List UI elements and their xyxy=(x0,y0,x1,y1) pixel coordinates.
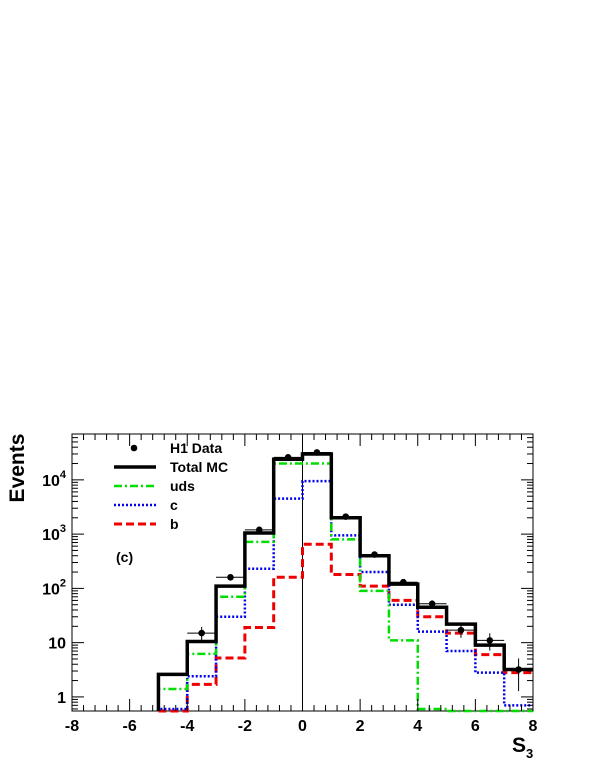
legend-label: Total MC xyxy=(170,459,228,475)
data-point xyxy=(273,454,303,461)
legend-entry: H1 Data xyxy=(130,440,222,456)
data-point-marker xyxy=(371,551,378,558)
x-tick-label: -4 xyxy=(180,718,194,735)
x-axis-label-main: S xyxy=(512,734,526,757)
x-tick-label: 0 xyxy=(298,718,307,735)
y-tick-base: 10 xyxy=(48,636,66,653)
data-point xyxy=(388,578,418,586)
panel-label: (c) xyxy=(116,549,133,565)
y-tick-label: 103 xyxy=(42,523,66,544)
y-tick-exponent: 4 xyxy=(60,469,67,481)
data-point xyxy=(216,574,245,581)
data-point xyxy=(417,600,447,608)
x-tick-label: 4 xyxy=(413,718,422,735)
y-tick-label: 1 xyxy=(57,690,66,707)
y-tick-label: 104 xyxy=(42,469,67,490)
series-line-total-mc xyxy=(156,452,533,711)
legend-label: uds xyxy=(170,478,195,494)
legend-entry: b xyxy=(114,516,179,532)
data-point-marker xyxy=(428,600,436,608)
y-tick-exponent: 2 xyxy=(60,577,66,589)
legend-entry: Total MC xyxy=(114,459,228,475)
x-tick-label: -8 xyxy=(65,718,79,735)
y-tick-base: 1 xyxy=(57,690,66,707)
y-tick-base: 10 xyxy=(42,473,60,490)
data-points-layer xyxy=(187,449,533,692)
x-tick-label: 2 xyxy=(356,718,365,735)
data-point-marker xyxy=(227,574,234,581)
data-point xyxy=(302,449,332,456)
y-tick-base: 10 xyxy=(42,527,60,544)
data-point-marker xyxy=(313,449,321,456)
data-point xyxy=(360,551,389,558)
y-tick-label: 10 xyxy=(48,636,66,653)
y-axis-label: Events xyxy=(6,434,29,503)
data-point xyxy=(475,633,505,651)
data-point-marker xyxy=(284,454,292,461)
series-layer xyxy=(156,452,533,713)
data-point-marker xyxy=(486,637,494,644)
series-line-b xyxy=(158,542,533,713)
x-tick-label: 6 xyxy=(471,718,480,735)
y-tick-label: 102 xyxy=(42,577,66,598)
data-point xyxy=(331,513,361,520)
y-tick-base: 10 xyxy=(42,581,60,598)
x-tick-label: -2 xyxy=(238,718,252,735)
legend-label: b xyxy=(170,516,179,532)
data-point-marker xyxy=(198,629,205,637)
x-axis-label-sub: 3 xyxy=(526,746,533,761)
data-point-marker xyxy=(255,526,263,534)
data-point xyxy=(187,626,217,642)
data-point xyxy=(504,658,533,692)
legend-entry: c xyxy=(114,497,178,513)
data-point-marker xyxy=(515,666,522,673)
data-point xyxy=(244,526,274,534)
legend: H1 Data Total MC uds cb xyxy=(114,440,228,532)
y-tick-exponent: 3 xyxy=(60,523,66,535)
legend-label: c xyxy=(170,497,178,513)
data-point-marker xyxy=(457,626,465,634)
x-tick-label: -6 xyxy=(123,718,137,735)
data-point-marker xyxy=(400,578,407,586)
data-point xyxy=(446,624,476,638)
x-tick-label: 8 xyxy=(529,718,538,735)
legend-label: H1 Data xyxy=(170,440,222,456)
data-point-marker xyxy=(342,513,350,520)
legend-entry: uds xyxy=(114,478,195,494)
x-axis-label: S3 xyxy=(512,734,533,761)
legend-swatch-data xyxy=(130,444,138,452)
